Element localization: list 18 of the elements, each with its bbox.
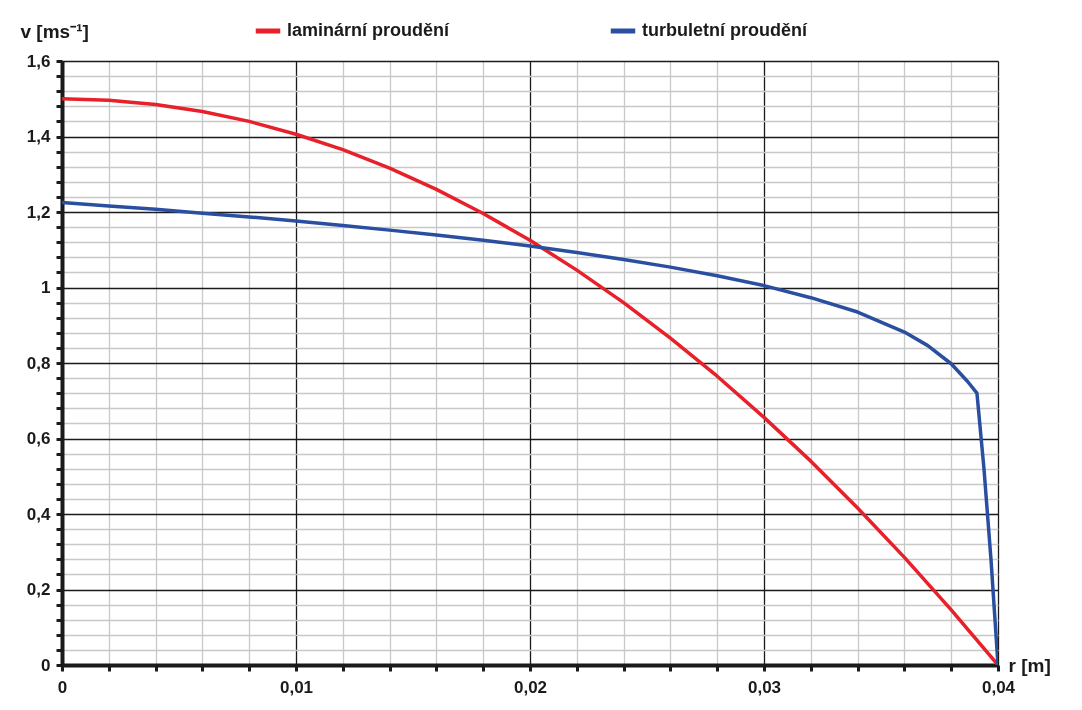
y-tick-label: 1,4 [26, 127, 52, 146]
y-tick-label: 0,2 [26, 580, 51, 599]
y-tick-label: 1,2 [26, 202, 51, 222]
x-tick-label: 0,04 [981, 677, 1016, 697]
legend-label: turbuletní proudění [642, 20, 808, 40]
y-tick-label: 1,6 [26, 51, 51, 71]
y-tick-label: 0,6 [26, 429, 51, 448]
legend-label: laminární proudění [287, 20, 451, 40]
x-axis-title: r [m] [1008, 654, 1051, 676]
x-tick-label: 0,03 [747, 677, 782, 697]
x-tick-label: 0,01 [279, 677, 314, 697]
x-tick-label: 0 [57, 677, 68, 697]
y-tick-label: 0 [41, 655, 51, 675]
x-tick-label: 0,02 [513, 677, 548, 697]
y-axis-title: v [ms⁻¹] [20, 20, 89, 42]
y-tick-label: 1 [41, 278, 51, 297]
y-tick-label: 0,4 [26, 504, 52, 524]
y-tick-label: 0,8 [26, 353, 51, 373]
